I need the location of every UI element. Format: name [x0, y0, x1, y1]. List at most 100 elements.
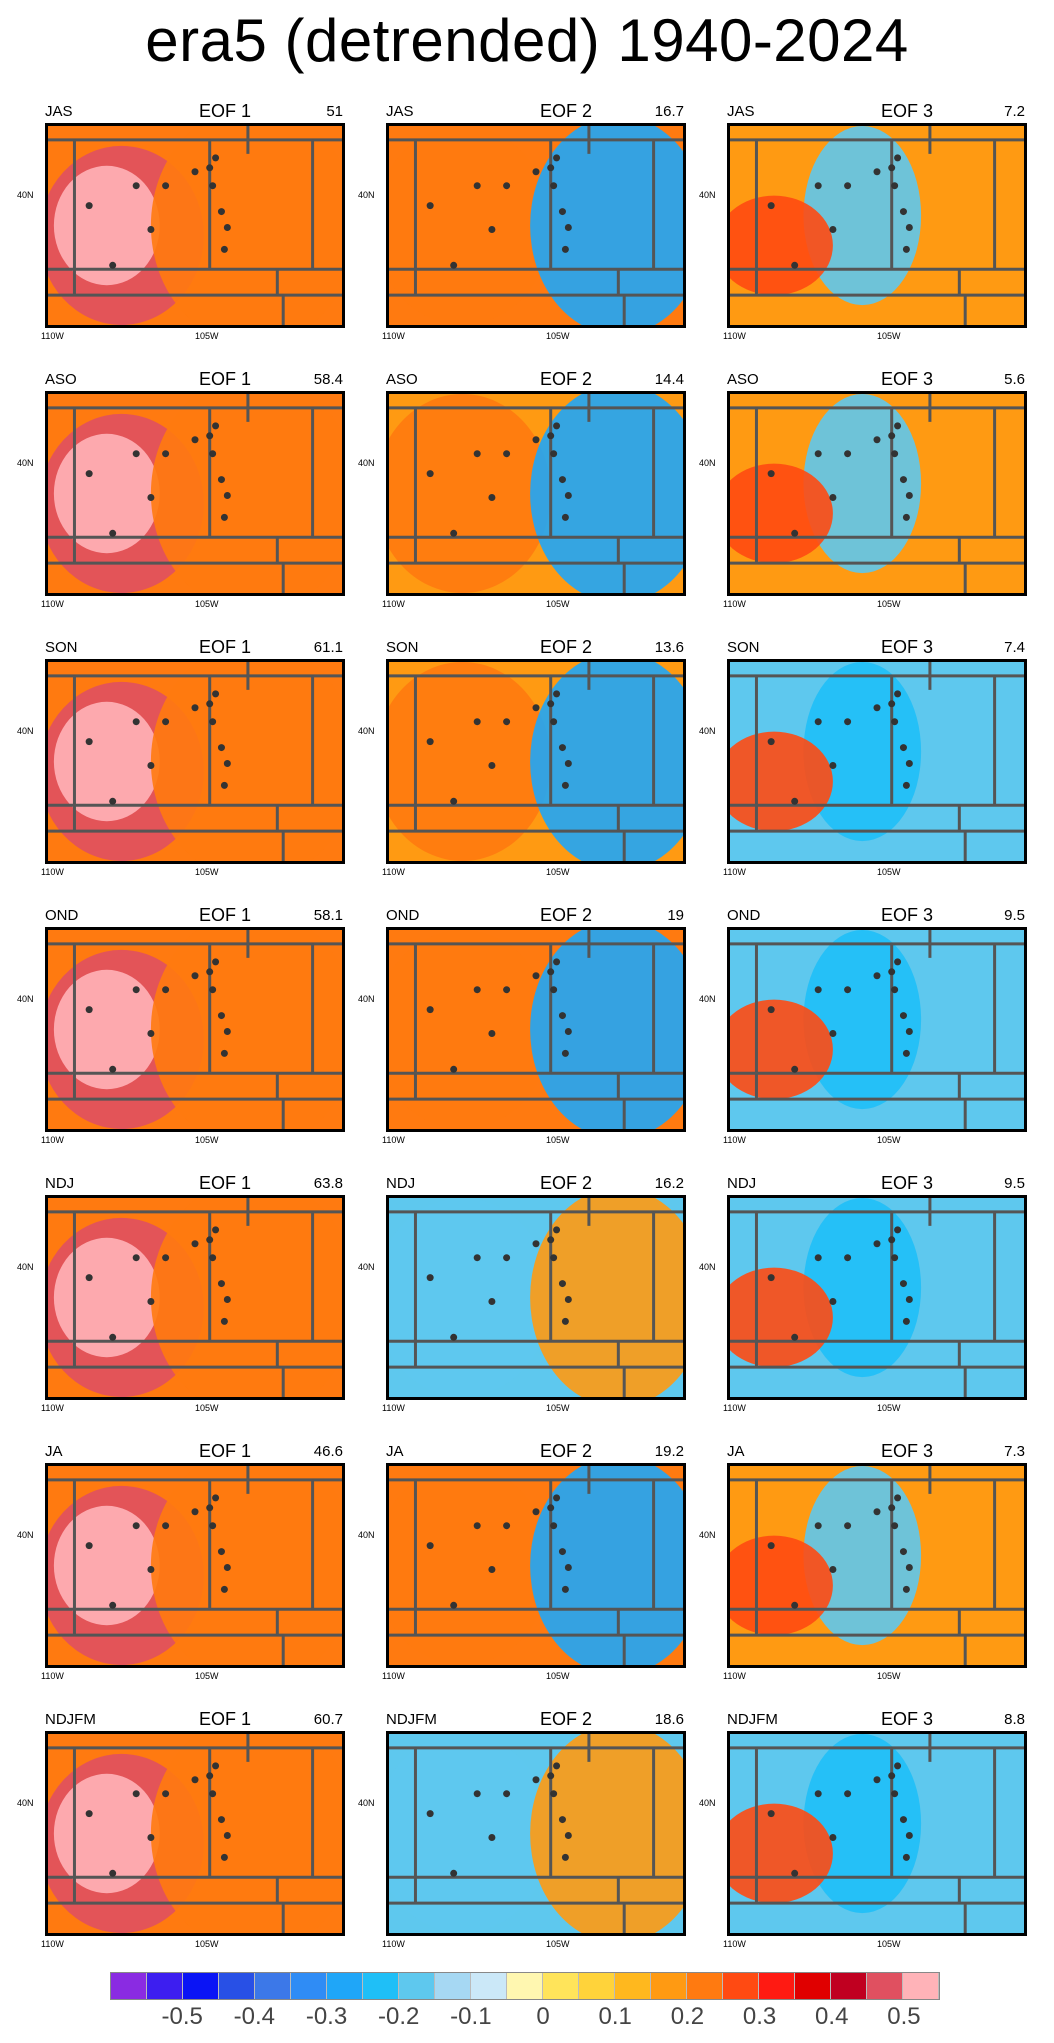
colorbar-label: -0.2 — [378, 2003, 420, 2030]
eof-panel: OND EOF 2 19 110W 105W 40N — [358, 905, 686, 1147]
station-dot — [212, 958, 220, 966]
station-dot — [873, 1508, 881, 1516]
station-dot — [109, 1601, 117, 1609]
station-dot — [147, 493, 155, 501]
station-dot — [814, 718, 822, 726]
station-dot — [902, 1317, 910, 1325]
season-label: SON — [727, 639, 760, 656]
station-dot — [894, 1762, 902, 1770]
map-frame — [386, 1463, 686, 1668]
station-dot — [564, 759, 572, 767]
station-dot — [791, 1869, 799, 1877]
station-dot — [791, 797, 799, 805]
variance-label: 8.8 — [1004, 1711, 1025, 1728]
map-frame — [386, 391, 686, 596]
station-dot — [767, 1274, 775, 1282]
field-patch — [389, 662, 551, 861]
eof-label: EOF 3 — [880, 637, 933, 657]
station-dot — [899, 1280, 907, 1288]
station-dot — [873, 436, 881, 444]
lon-tick-110w: 110W — [723, 1939, 746, 1949]
station-dot — [217, 208, 225, 216]
station-dot — [450, 1601, 458, 1609]
colorbar-swatch — [471, 1973, 507, 1999]
station-dot — [532, 168, 540, 176]
map-frame — [386, 659, 686, 864]
colorbar-swatch — [111, 1973, 147, 1999]
station-dot — [488, 1565, 496, 1573]
station-dot — [162, 986, 170, 994]
station-dot — [162, 182, 170, 190]
map-frame — [727, 1463, 1027, 1668]
station-dot — [561, 513, 569, 521]
station-dot — [899, 1816, 907, 1824]
station-dot — [547, 968, 555, 976]
variance-label: 58.1 — [313, 907, 343, 924]
colorbar-swatch — [327, 1973, 363, 1999]
eof-label: EOF 1 — [198, 1173, 251, 1193]
map-field — [48, 1466, 342, 1665]
station-dot — [109, 1065, 117, 1073]
season-label: ASO — [727, 371, 759, 388]
station-dot — [450, 1333, 458, 1341]
map-field — [389, 1466, 683, 1665]
station-dot — [206, 1504, 214, 1512]
station-dot — [905, 1563, 913, 1571]
field-patch — [530, 1198, 683, 1397]
eof-label: EOF 3 — [880, 1709, 933, 1729]
season-label: OND — [386, 907, 420, 924]
station-dot — [561, 1585, 569, 1593]
season-label: SON — [386, 639, 419, 656]
station-dot — [85, 1006, 93, 1014]
field-patch — [53, 165, 160, 286]
colorbar-swatch — [579, 1973, 615, 1999]
lon-tick-105w: 105W — [546, 599, 570, 609]
colorbar — [110, 1972, 940, 2000]
map-field — [389, 394, 683, 593]
colorbar-swatch — [399, 1973, 435, 1999]
eof-panel: JAS EOF 2 16.7 110W 105W 40N — [358, 101, 686, 343]
station-dot — [558, 1012, 566, 1020]
station-dot — [814, 450, 822, 458]
station-dot — [888, 1504, 896, 1512]
station-dot — [426, 1006, 434, 1014]
eof-label: EOF 2 — [539, 369, 592, 389]
station-dot — [206, 1772, 214, 1780]
map-frame — [386, 123, 686, 328]
colorbar-swatch — [291, 1973, 327, 1999]
station-dot — [488, 225, 496, 233]
station-dot — [450, 529, 458, 537]
variance-label: 7.3 — [1004, 1443, 1025, 1460]
station-dot — [844, 182, 852, 190]
season-label: NDJFM — [727, 1711, 778, 1728]
season-label: SON — [45, 639, 78, 656]
lon-tick-105w: 105W — [195, 331, 219, 341]
station-dot — [564, 1027, 572, 1035]
station-dot — [550, 718, 558, 726]
lat-tick-40n: 40N — [17, 1262, 34, 1272]
station-dot — [532, 1776, 540, 1784]
colorbar-swatch — [507, 1973, 543, 1999]
variance-label: 16.2 — [654, 1175, 684, 1192]
station-dot — [553, 154, 561, 162]
station-dot — [894, 422, 902, 430]
station-dot — [791, 1333, 799, 1341]
colorbar-label: -0.5 — [161, 2003, 203, 2030]
field-patch — [53, 969, 160, 1090]
station-dot — [223, 1831, 231, 1839]
station-dot — [147, 761, 155, 769]
station-dot — [147, 1833, 155, 1841]
season-label: OND — [45, 907, 79, 924]
lon-tick-105w: 105W — [877, 599, 901, 609]
colorbar-label: 0 — [536, 2003, 550, 2030]
station-dot — [888, 1772, 896, 1780]
map-field — [730, 1734, 1024, 1933]
station-dot — [223, 1295, 231, 1303]
eof-label: EOF 1 — [198, 637, 251, 657]
colorbar-swatch — [795, 1973, 831, 1999]
station-dot — [902, 245, 910, 253]
map-frame — [386, 927, 686, 1132]
lon-tick-105w: 105W — [877, 331, 901, 341]
station-dot — [212, 422, 220, 430]
eof-label: EOF 2 — [539, 1709, 592, 1729]
